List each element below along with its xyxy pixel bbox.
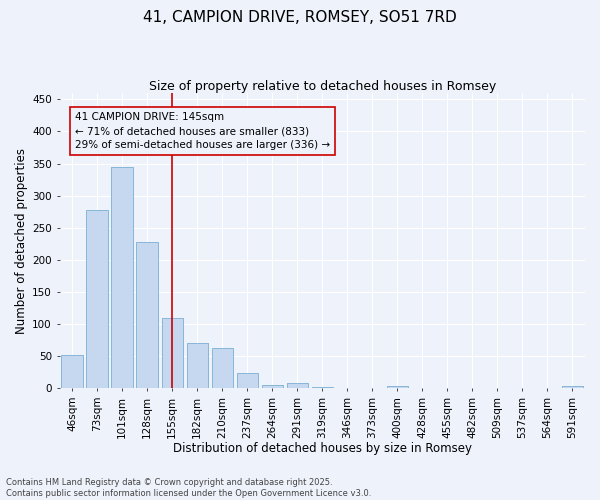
Bar [136, 242, 158, 388]
Bar [236, 374, 258, 388]
Bar [61, 356, 83, 388]
Text: 41 CAMPION DRIVE: 145sqm
← 71% of detached houses are smaller (833)
29% of semi-: 41 CAMPION DRIVE: 145sqm ← 71% of detach… [75, 112, 330, 150]
X-axis label: Distribution of detached houses by size in Romsey: Distribution of detached houses by size … [173, 442, 472, 455]
Bar [262, 385, 283, 388]
Bar [187, 343, 208, 388]
Bar [112, 167, 133, 388]
Title: Size of property relative to detached houses in Romsey: Size of property relative to detached ho… [149, 80, 496, 93]
Bar [161, 318, 183, 388]
Bar [562, 386, 583, 388]
Bar [287, 383, 308, 388]
Text: Contains HM Land Registry data © Crown copyright and database right 2025.
Contai: Contains HM Land Registry data © Crown c… [6, 478, 371, 498]
Y-axis label: Number of detached properties: Number of detached properties [15, 148, 28, 334]
Text: 41, CAMPION DRIVE, ROMSEY, SO51 7RD: 41, CAMPION DRIVE, ROMSEY, SO51 7RD [143, 10, 457, 25]
Bar [387, 386, 408, 388]
Bar [311, 387, 333, 388]
Bar [86, 210, 108, 388]
Bar [212, 348, 233, 388]
